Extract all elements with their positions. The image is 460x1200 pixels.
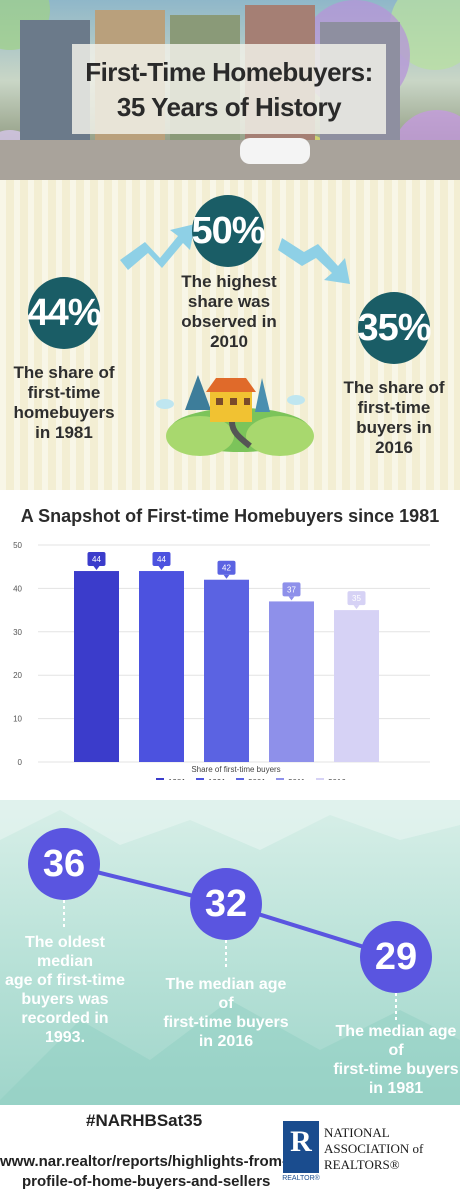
bar-2001: [204, 579, 249, 762]
data-label-pointer: [288, 596, 295, 601]
y-tick-label: 30: [13, 628, 22, 637]
stat-text-1981: The share of first-time homebuyers in 19…: [2, 363, 126, 443]
stat-text-line: in 1981: [35, 423, 93, 442]
stat-text-2016: The share of first-time buyers in 2016: [336, 378, 452, 458]
stat-text-line: The highest: [181, 272, 277, 291]
title-box: First-Time Homebuyers: 35 Years of Histo…: [72, 44, 386, 134]
y-tick-label: 20: [13, 671, 22, 680]
age-text-line: first-time buyers: [163, 1014, 289, 1031]
age-connector: [0, 800, 460, 1105]
age-text-2016: The median age of first-time buyers in 2…: [160, 975, 292, 1051]
data-label: 44: [157, 555, 166, 564]
data-label-pointer: [353, 605, 360, 610]
stat-text-line: first-time: [357, 398, 431, 417]
hashtag: #NARHBSat35: [86, 1111, 203, 1130]
legend-label: 2016: [328, 778, 346, 780]
arrow-down-icon: [278, 238, 350, 284]
bar-chart: 0 10 20 30 40 50 44 44 42 37 35 Share of first-time…: [13, 541, 430, 780]
age-circle-2016: 32: [190, 868, 262, 940]
legend-label: 1991: [208, 778, 226, 780]
age-text-line: in 2016: [198, 1033, 254, 1050]
age-text-1993: The oldest median age of first-time buye…: [2, 933, 128, 1047]
stat-text-line: The share of: [343, 378, 445, 397]
header-photo: First-Time Homebuyers: 35 Years of Histo…: [0, 0, 460, 180]
stat-text-line: homebuyers: [13, 403, 115, 422]
age-text-line: The oldest median: [24, 934, 105, 970]
age-text-line: age of first-time: [4, 972, 125, 989]
bar-2011: [269, 601, 314, 762]
page-subtitle: 35 Years of History: [116, 92, 342, 122]
y-tick-label: 0: [18, 758, 23, 767]
data-label-pointer: [223, 574, 230, 579]
legend-swatch: [156, 778, 164, 780]
legend-swatch: [236, 778, 244, 780]
stat-text-line: share was: [187, 292, 271, 311]
age-text-line: The median age of: [335, 1023, 457, 1059]
source-url[interactable]: www.nar.realtor/reports/highlights-from-…: [0, 1153, 315, 1170]
legend-swatch: [316, 778, 324, 780]
chart-title: A Snapshot of First-time Homebuyers sinc…: [20, 506, 440, 526]
legend-swatch: [276, 778, 284, 780]
stats-section: 44% The share of first-time homebuyers i…: [0, 180, 460, 490]
org-name-line: ASSOCIATION of: [324, 1141, 424, 1156]
stat-circle-2010: 50%: [191, 195, 266, 267]
ages-section: 36 The oldest median age of first-time b…: [0, 800, 460, 1105]
stat-text-line: 2016: [375, 438, 413, 457]
source-url[interactable]: profile-of-home-buyers-and-sellers: [22, 1173, 271, 1190]
chart-section: A Snapshot of First-time Homebuyers sinc…: [0, 490, 460, 800]
data-label-bg: [87, 552, 106, 567]
legend-label: 1981: [168, 778, 186, 780]
y-tick-label: 10: [13, 715, 22, 724]
age-text-line: in 1981: [368, 1080, 424, 1097]
footer: #NARHBSat35 www.nar.realtor/reports/high…: [0, 1105, 460, 1200]
y-tick-label: 40: [13, 584, 22, 593]
age-text-line: The median age of: [165, 976, 287, 1012]
age-text-line: first-time buyers: [333, 1061, 459, 1078]
data-label-bg: [282, 582, 301, 597]
org-name-line: REALTORS®: [324, 1157, 400, 1172]
street: [0, 140, 460, 180]
data-label: 44: [92, 555, 101, 564]
stat-text-line: observed in: [181, 312, 277, 331]
data-label: 42: [222, 564, 231, 573]
stat-text-line: buyers in: [356, 418, 432, 437]
bar-1991: [139, 571, 184, 762]
legend-swatch: [196, 778, 204, 780]
legend-label: 2001: [248, 778, 266, 780]
age-text-1981: The median age of first-time buyers in 1…: [330, 1022, 460, 1098]
page-title: First-Time Homebuyers:: [85, 57, 373, 87]
stat-text-line: The share of: [13, 363, 115, 382]
realtor-logo-label: REALTOR®: [282, 1175, 320, 1182]
data-label-pointer: [93, 566, 100, 571]
org-name-line: NATIONAL: [324, 1125, 390, 1140]
house-illustration-icon: [156, 375, 314, 456]
bar-2016: [334, 610, 379, 762]
data-label: 37: [287, 585, 296, 594]
data-label-bg: [217, 560, 236, 575]
data-label-bg: [347, 591, 366, 606]
car-image: [240, 138, 310, 164]
stat-circle-2016: 35%: [357, 292, 432, 364]
age-text-line: recorded in 1993.: [21, 1010, 109, 1046]
age-circle-1981: 29: [360, 921, 432, 993]
age-text-line: buyers was: [21, 991, 109, 1008]
arrow-up-icon: [120, 224, 195, 270]
trend-arrows: [120, 224, 350, 456]
data-label-pointer: [158, 566, 165, 571]
realtor-logo-icon: R: [283, 1121, 319, 1173]
realtor-logo-letter: R: [290, 1125, 312, 1158]
y-tick-label: 50: [13, 541, 22, 550]
stat-text-2010: The highest share was observed in 2010: [168, 272, 290, 352]
data-label: 35: [352, 594, 361, 603]
bar-1981: [74, 571, 119, 762]
stat-circle-1981: 44%: [27, 277, 102, 349]
age-circle-1993: 36: [28, 828, 100, 900]
legend-label: 2011: [288, 778, 306, 780]
stat-text-line: 2010: [210, 332, 248, 351]
x-axis-label: Share of first-time buyers: [191, 765, 280, 774]
stat-text-line: first-time: [27, 383, 101, 402]
data-label-bg: [152, 552, 171, 567]
